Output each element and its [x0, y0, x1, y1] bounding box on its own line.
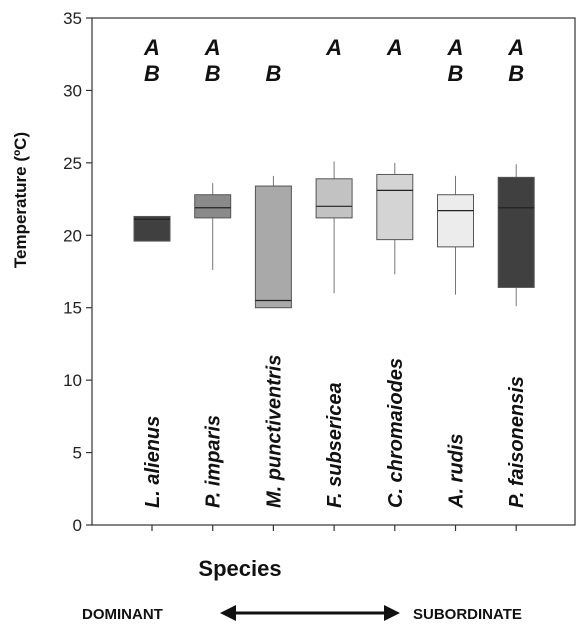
box-2	[194, 194, 232, 219]
arrow-right-head	[384, 605, 400, 621]
significance-letter: A	[143, 35, 160, 60]
significance-letter: B	[448, 61, 464, 86]
x-axis-title: Species	[198, 556, 281, 581]
significance-letter: B	[265, 61, 281, 86]
y-tick-label: 0	[73, 516, 82, 535]
significance-letter: A	[507, 35, 524, 60]
species-label: M. punctiventris	[263, 355, 285, 508]
species-label: F. subsericea	[324, 382, 346, 508]
y-tick-label: 15	[63, 299, 82, 318]
species-label: P. faisonensis	[506, 376, 528, 508]
subordinate-label: SUBORDINATE	[413, 606, 522, 623]
box-7	[497, 176, 535, 288]
significance-letter: A	[204, 35, 221, 60]
box-1	[133, 215, 171, 242]
gradient-arrow	[220, 605, 400, 621]
species-label: P. imparis	[203, 415, 225, 508]
y-axis-title: Temperature (ºC)	[11, 132, 30, 268]
significance-letter: B	[508, 61, 524, 86]
y-tick-label: 30	[63, 81, 82, 100]
box-6	[437, 194, 474, 248]
y-tick-label: 35	[63, 9, 82, 28]
arrow-left-head	[220, 605, 236, 621]
y-tick-label: 20	[63, 226, 82, 245]
dominant-label: DOMINANT	[82, 606, 163, 623]
y-tick-label: 5	[73, 444, 82, 463]
significance-letter: A	[447, 35, 464, 60]
box-5	[376, 173, 414, 241]
y-tick-label: 10	[63, 371, 82, 390]
significance-letter: A	[386, 35, 403, 60]
significance-letter: B	[205, 61, 221, 86]
species-label: A. rudis	[446, 434, 468, 509]
significance-letter: B	[144, 61, 160, 86]
species-label: L. alienus	[142, 416, 164, 508]
box-3	[254, 185, 292, 309]
y-tick-label: 25	[63, 154, 82, 173]
box-4	[315, 178, 353, 219]
significance-letter: A	[325, 35, 342, 60]
species-label: C. chromaiodes	[385, 358, 407, 508]
